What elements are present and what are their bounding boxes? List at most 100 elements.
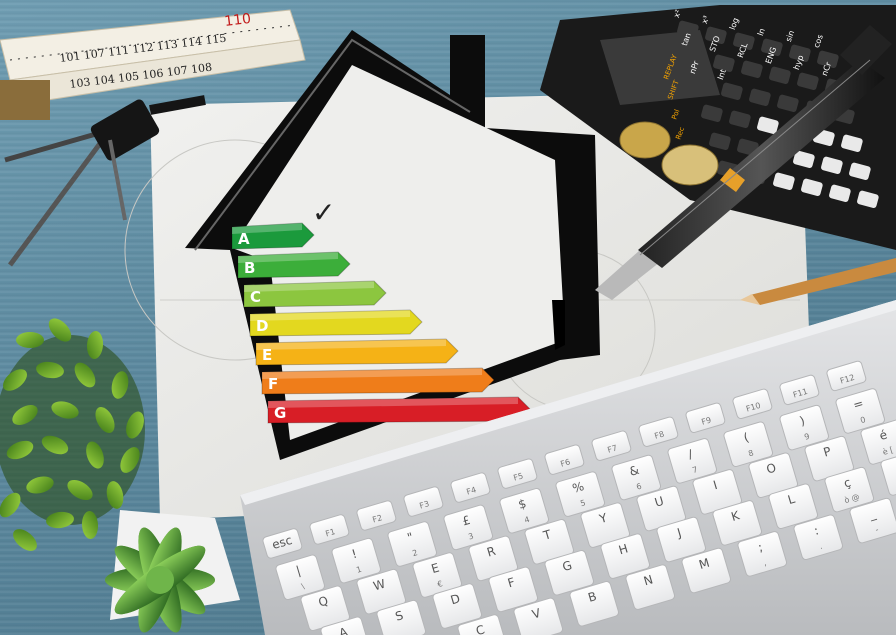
keyboard: escF1F2F3F4F5F6F7F8F9F10F11F12|\!1"2£3$4… — [240, 300, 896, 635]
pen — [595, 25, 892, 300]
keyboard-key[interactable]: Q — [300, 585, 351, 632]
keyboard-key[interactable]: F12 — [826, 360, 867, 392]
keyboard-key[interactable]: P — [804, 435, 855, 482]
keyboard-key[interactable]: D — [432, 583, 483, 629]
keyboard-key[interactable]: £3 — [443, 504, 494, 551]
keyboard-key[interactable]: F — [488, 566, 539, 613]
keyboard-key[interactable]: $4 — [499, 488, 550, 534]
key-cap — [880, 450, 896, 496]
keyboard-key[interactable]: J — [656, 516, 707, 563]
keyboard-key[interactable]: F6 — [544, 444, 585, 475]
keyboard-key[interactable]: B — [569, 581, 620, 627]
calculator-key — [817, 50, 839, 69]
key-sub-label: F6 — [559, 457, 571, 468]
keyboard-key[interactable]: °à # — [880, 450, 896, 496]
keyboard-key[interactable]: F4 — [450, 472, 491, 503]
energy-bar-e — [255, 338, 459, 366]
key-sub-label: - — [874, 525, 879, 534]
key-sub-label: 5 — [579, 498, 586, 508]
key-label: I — [712, 478, 719, 492]
plant-leaf — [3, 369, 27, 391]
keyboard-key[interactable]: F2 — [356, 500, 397, 531]
calculator-key — [761, 38, 783, 57]
key-cap — [488, 566, 539, 613]
keyboard-key[interactable]: M — [681, 547, 732, 594]
keyboard-key[interactable]: &6 — [611, 454, 662, 501]
energy-class-b: B — [237, 251, 351, 279]
keyboard-key[interactable]: |\ — [275, 554, 326, 601]
keyboard-key[interactable]: F11 — [779, 374, 820, 406]
keyboard-key[interactable]: F7 — [591, 430, 632, 461]
plant-leaf — [6, 440, 34, 460]
key-cap — [600, 533, 651, 579]
energy-bar-gloss — [232, 223, 302, 234]
energy-class-f: F — [261, 367, 495, 395]
calculator-key — [849, 162, 871, 181]
key-label: A — [337, 624, 350, 635]
plant-leaf — [86, 441, 104, 469]
key-sub-label: 9 — [803, 432, 810, 442]
keyboard-key[interactable]: N — [625, 564, 676, 610]
keyboard-key[interactable]: T — [524, 519, 575, 565]
keyboard-key[interactable]: çò @ — [824, 466, 875, 513]
calculator-key-label: log — [728, 17, 741, 32]
keyboard-key[interactable]: H — [600, 533, 651, 579]
key-label: ç — [842, 475, 852, 490]
keyboard-key[interactable]: K — [712, 500, 763, 546]
energy-class-g: G — [267, 396, 531, 424]
keyboard-key[interactable]: A — [320, 616, 371, 635]
keyboard-key[interactable]: ;, — [737, 531, 788, 577]
key-cap — [625, 564, 676, 610]
keyboard-key[interactable]: G — [544, 550, 595, 596]
keyboard-key[interactable]: /7 — [667, 438, 718, 484]
plant-leaf — [120, 447, 140, 473]
calculator-key — [793, 150, 815, 169]
keyboard-key[interactable]: _- — [849, 497, 896, 544]
keyboard-key[interactable]: "2 — [387, 521, 438, 567]
keyboard-key[interactable]: !1 — [331, 537, 382, 584]
energy-class-a: A — [231, 222, 315, 250]
key-sub-label: F8 — [653, 429, 665, 440]
keyboard-key[interactable]: F8 — [638, 416, 679, 447]
keyboard-key[interactable]: esc — [262, 528, 303, 559]
key-label: & — [628, 463, 641, 479]
keyboard-key[interactable]: L — [768, 483, 819, 529]
calculator-key — [821, 156, 843, 175]
key-label: R — [485, 544, 497, 560]
keyboard-key[interactable]: F1 — [309, 514, 350, 545]
key-sub-label: F5 — [512, 471, 524, 482]
key-label: E — [430, 561, 441, 577]
calculator-key — [769, 66, 791, 85]
keyboard-key[interactable]: :. — [793, 514, 844, 560]
keyboard-key[interactable]: O — [748, 452, 799, 498]
keyboard-key[interactable]: F9 — [685, 402, 726, 433]
keyboard-key[interactable]: W — [356, 568, 407, 615]
keyboard-key[interactable]: F3 — [403, 486, 444, 517]
calculator-key-label: x² — [672, 9, 683, 20]
key-cap — [591, 430, 632, 461]
calculator-key-label: sin — [784, 29, 796, 43]
keyboard-key[interactable]: S — [376, 599, 427, 635]
keyboard-key[interactable]: C — [457, 614, 508, 635]
succulent-center — [146, 566, 174, 594]
calculator-display — [600, 30, 720, 105]
keyboard-key[interactable]: Y — [580, 502, 631, 548]
keyboard-key[interactable]: (8 — [723, 421, 774, 467]
keyboard-key[interactable]: V — [513, 597, 564, 635]
energy-class-label: D — [256, 317, 268, 335]
key-sub-label: 2 — [411, 548, 418, 558]
keyboard-key[interactable]: E€ — [412, 552, 463, 598]
keyboard-key[interactable]: F10 — [732, 388, 773, 420]
key-label: $ — [517, 496, 528, 512]
keyboard-key[interactable]: )9 — [779, 404, 830, 451]
keyboard-key[interactable]: F5 — [497, 458, 538, 489]
keyboard-key[interactable]: =0 — [835, 388, 886, 434]
key-cap — [443, 504, 494, 551]
keyboard-key[interactable]: %5 — [555, 471, 606, 517]
succulent-pot — [105, 510, 240, 633]
energy-class-c: C — [243, 280, 387, 308]
key-cap — [320, 616, 371, 635]
plant-leaf — [67, 479, 93, 501]
calculator-key-label: x³ — [700, 15, 711, 26]
